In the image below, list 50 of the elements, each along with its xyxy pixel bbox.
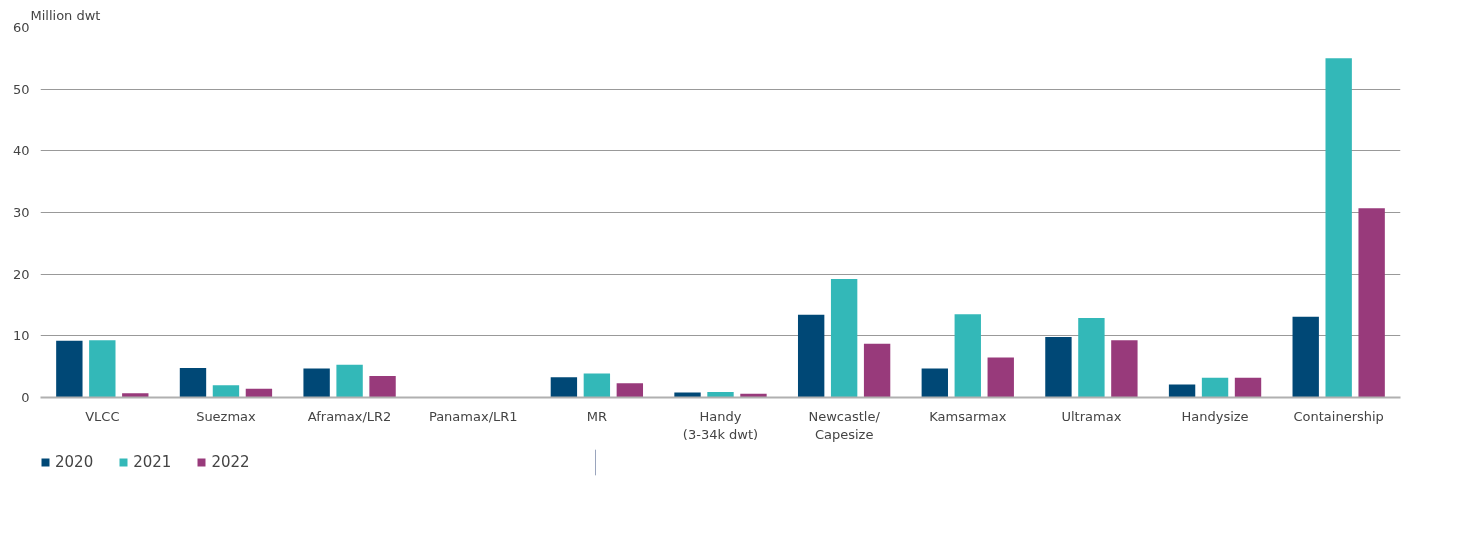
bar <box>89 340 116 398</box>
x-tick-label: Newcastle/ Capesize <box>808 408 881 442</box>
bar <box>987 357 1014 398</box>
x-tick-label: Suezmax <box>196 408 257 424</box>
bar <box>1168 384 1196 398</box>
bar <box>616 383 644 398</box>
y-tick-label: 10 <box>12 328 30 344</box>
bar <box>1111 340 1138 398</box>
legend-label: 2020 <box>55 453 94 471</box>
y-tick-label: 0 <box>21 390 30 405</box>
bar <box>245 388 273 398</box>
bar <box>303 368 330 398</box>
bar <box>550 377 578 398</box>
bar <box>863 343 891 398</box>
bar <box>707 391 734 398</box>
x-tick-label: Aframax/LR2 <box>307 408 392 424</box>
bar <box>1045 337 1072 398</box>
bar <box>1325 58 1352 398</box>
bar <box>1201 377 1229 398</box>
bar <box>583 373 611 398</box>
x-tick-label: Kamsarmax <box>929 408 1007 424</box>
bar <box>1358 208 1385 398</box>
bar <box>1292 316 1319 398</box>
y-tick-label: 40 <box>12 143 30 159</box>
bar <box>954 314 981 398</box>
x-tick-label: Containership <box>1293 408 1384 424</box>
y-tick-label: 50 <box>12 81 30 97</box>
bar <box>212 385 240 398</box>
bar <box>56 340 83 398</box>
bar <box>179 367 207 398</box>
bar <box>1078 317 1105 398</box>
y-tick-label: 20 <box>12 266 30 282</box>
bar <box>122 393 149 398</box>
x-tick-label: Ultramax <box>1061 408 1122 424</box>
x-tick-label: Handy (3-34k dwt) <box>682 408 759 442</box>
bar <box>797 314 825 398</box>
y-tick-label: 30 <box>12 205 30 220</box>
y-axis-title: Million dwt <box>30 7 101 23</box>
legend-label: 2021 <box>133 453 172 471</box>
bar <box>1234 377 1262 398</box>
bar <box>921 368 948 398</box>
bar <box>336 364 363 398</box>
y-tick-label: 60 <box>12 20 30 35</box>
x-tick-label: Handysize <box>1181 408 1249 424</box>
x-tick-label: Panamax/LR1 <box>428 408 518 424</box>
x-tick-label: VLCC <box>85 408 120 424</box>
x-tick-label: MR <box>586 408 607 424</box>
bar <box>369 375 396 398</box>
legend-label: 2022 <box>211 453 250 471</box>
bar <box>830 279 858 398</box>
